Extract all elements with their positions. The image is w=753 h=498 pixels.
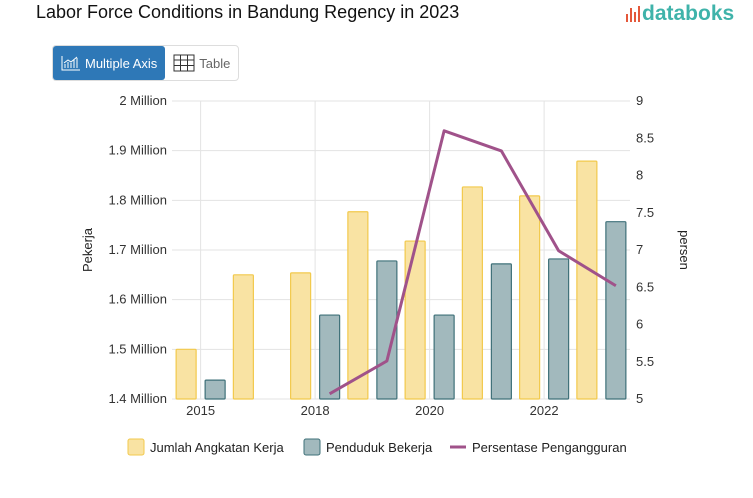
y2-tick-label: 8.5 xyxy=(636,130,654,145)
y2-tick-label: 7 xyxy=(636,242,643,257)
y-tick-label: 1.6 Million xyxy=(108,292,167,307)
y2-tick-label: 6 xyxy=(636,317,643,332)
bar-penduduk-bekerja xyxy=(319,314,341,400)
x-tick-label: 2015 xyxy=(186,403,215,418)
line-persentase-pengangguran xyxy=(328,129,617,396)
bar-penduduk-bekerja xyxy=(490,263,512,400)
table-icon xyxy=(173,54,195,72)
y2-tick-label: 5 xyxy=(636,391,643,406)
legend-label: Jumlah Angkatan Kerja xyxy=(150,440,284,455)
y2-tick-label: 7.5 xyxy=(636,205,654,220)
bar-jumlah-angkatan-kerja xyxy=(461,186,483,400)
y-tick-label: 1.4 Million xyxy=(108,391,167,406)
bar-penduduk-bekerja xyxy=(204,379,226,400)
y-tick-label: 1.5 Million xyxy=(108,341,167,356)
y2-axis-label: persen xyxy=(677,230,692,270)
tab-table[interactable]: Table xyxy=(165,46,238,80)
bar-penduduk-bekerja xyxy=(433,314,455,400)
y-tick-label: 2 Million xyxy=(119,93,167,108)
tab-label: Table xyxy=(199,55,231,71)
tab-multiple-axis[interactable]: Multiple Axis xyxy=(53,46,166,80)
legend-swatch xyxy=(127,438,145,456)
y-tick-label: 1.7 Million xyxy=(108,242,167,257)
legend-label: Penduduk Bekerja xyxy=(326,440,433,455)
databoks-logo: databoks xyxy=(626,2,734,26)
y-tick-label: 1.9 Million xyxy=(108,143,167,158)
tab-label: Multiple Axis xyxy=(85,55,158,71)
x-tick-label: 2022 xyxy=(530,403,559,418)
bar-jumlah-angkatan-kerja xyxy=(519,195,541,400)
bar-penduduk-bekerja xyxy=(548,258,570,400)
chart-title: Labor Force Conditions in Bandung Regenc… xyxy=(36,2,460,22)
x-tick-label: 2018 xyxy=(301,403,330,418)
y-axis-label: Pekerja xyxy=(80,227,95,272)
y2-tick-label: 6.5 xyxy=(636,279,654,294)
x-tick-label: 2020 xyxy=(415,403,444,418)
y2-tick-label: 9 xyxy=(636,93,643,108)
logo-text: databoks xyxy=(642,2,735,25)
bar-jumlah-angkatan-kerja xyxy=(404,240,426,400)
bar-penduduk-bekerja xyxy=(605,221,627,400)
legend-label: Persentase Pengangguran xyxy=(472,440,627,455)
bar-jumlah-angkatan-kerja xyxy=(175,348,197,400)
bar-jumlah-angkatan-kerja xyxy=(290,272,312,400)
view-tabs: Multiple Axis Table xyxy=(52,45,240,81)
legend-swatch xyxy=(303,438,321,456)
y2-tick-label: 8 xyxy=(636,168,643,183)
bar-jumlah-angkatan-kerja xyxy=(347,211,369,400)
chart-icon xyxy=(61,56,80,71)
y-tick-label: 1.8 Million xyxy=(108,192,167,207)
bar-jumlah-angkatan-kerja xyxy=(232,274,254,400)
y2-tick-label: 5.5 xyxy=(636,354,654,369)
bar-jumlah-angkatan-kerja xyxy=(576,160,598,400)
logo-icon xyxy=(626,6,640,22)
